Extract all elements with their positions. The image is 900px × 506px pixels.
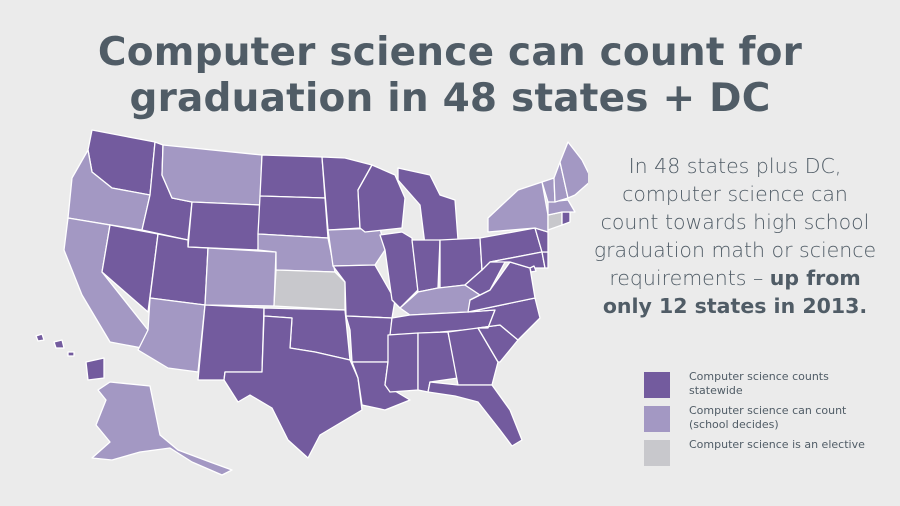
state-nd xyxy=(259,154,326,199)
state-ia xyxy=(327,227,386,267)
state-ma xyxy=(547,199,576,216)
state-ks xyxy=(273,269,346,311)
state-ga xyxy=(447,327,499,386)
state-il xyxy=(379,231,419,309)
state-co xyxy=(204,247,277,307)
legend-label-school-decides: Computer science can count (school decid… xyxy=(689,404,847,431)
state-nm xyxy=(197,304,265,381)
description-highlight: up from only 12 states in 2013. xyxy=(602,266,868,318)
description: In 48 states plus DC, computer science c… xyxy=(592,152,878,320)
state-ny xyxy=(487,181,549,233)
state-mi xyxy=(397,167,459,246)
state-sd xyxy=(257,195,329,239)
state-ms xyxy=(384,332,419,393)
state-wi xyxy=(357,164,406,233)
legend-swatch-statewide xyxy=(644,372,670,398)
state-wy xyxy=(187,201,261,251)
legend-swatch-elective xyxy=(644,440,670,466)
legend-item-statewide: Computer science counts statewide xyxy=(644,370,884,404)
state-hi xyxy=(35,333,105,381)
legend: Computer science counts statewide Comput… xyxy=(644,370,884,472)
legend-swatch-school-decides xyxy=(644,406,670,432)
legend-label-statewide: Computer science counts statewide xyxy=(689,370,829,397)
state-ak xyxy=(91,381,233,476)
legend-item-elective: Computer science is an elective xyxy=(644,438,884,472)
title-line-1: Computer science can count for xyxy=(97,30,803,75)
state-ar xyxy=(345,315,393,363)
state-dc xyxy=(529,265,537,273)
title-line-2: graduation in 48 states + DC xyxy=(129,76,771,121)
page-title: Computer science can count for graduatio… xyxy=(0,30,900,122)
description-text: In 48 states plus DC, computer science c… xyxy=(593,154,877,290)
state-me xyxy=(559,141,588,199)
legend-item-school-decides: Computer science can count (school decid… xyxy=(644,404,884,438)
legend-label-elective: Computer science is an elective xyxy=(689,438,865,451)
state-fl xyxy=(427,381,523,447)
us-map xyxy=(35,129,588,476)
state-mt xyxy=(161,144,263,206)
state-nv xyxy=(101,224,159,313)
state-ri xyxy=(561,211,571,226)
state-md xyxy=(489,251,546,269)
state-tx xyxy=(223,315,363,459)
